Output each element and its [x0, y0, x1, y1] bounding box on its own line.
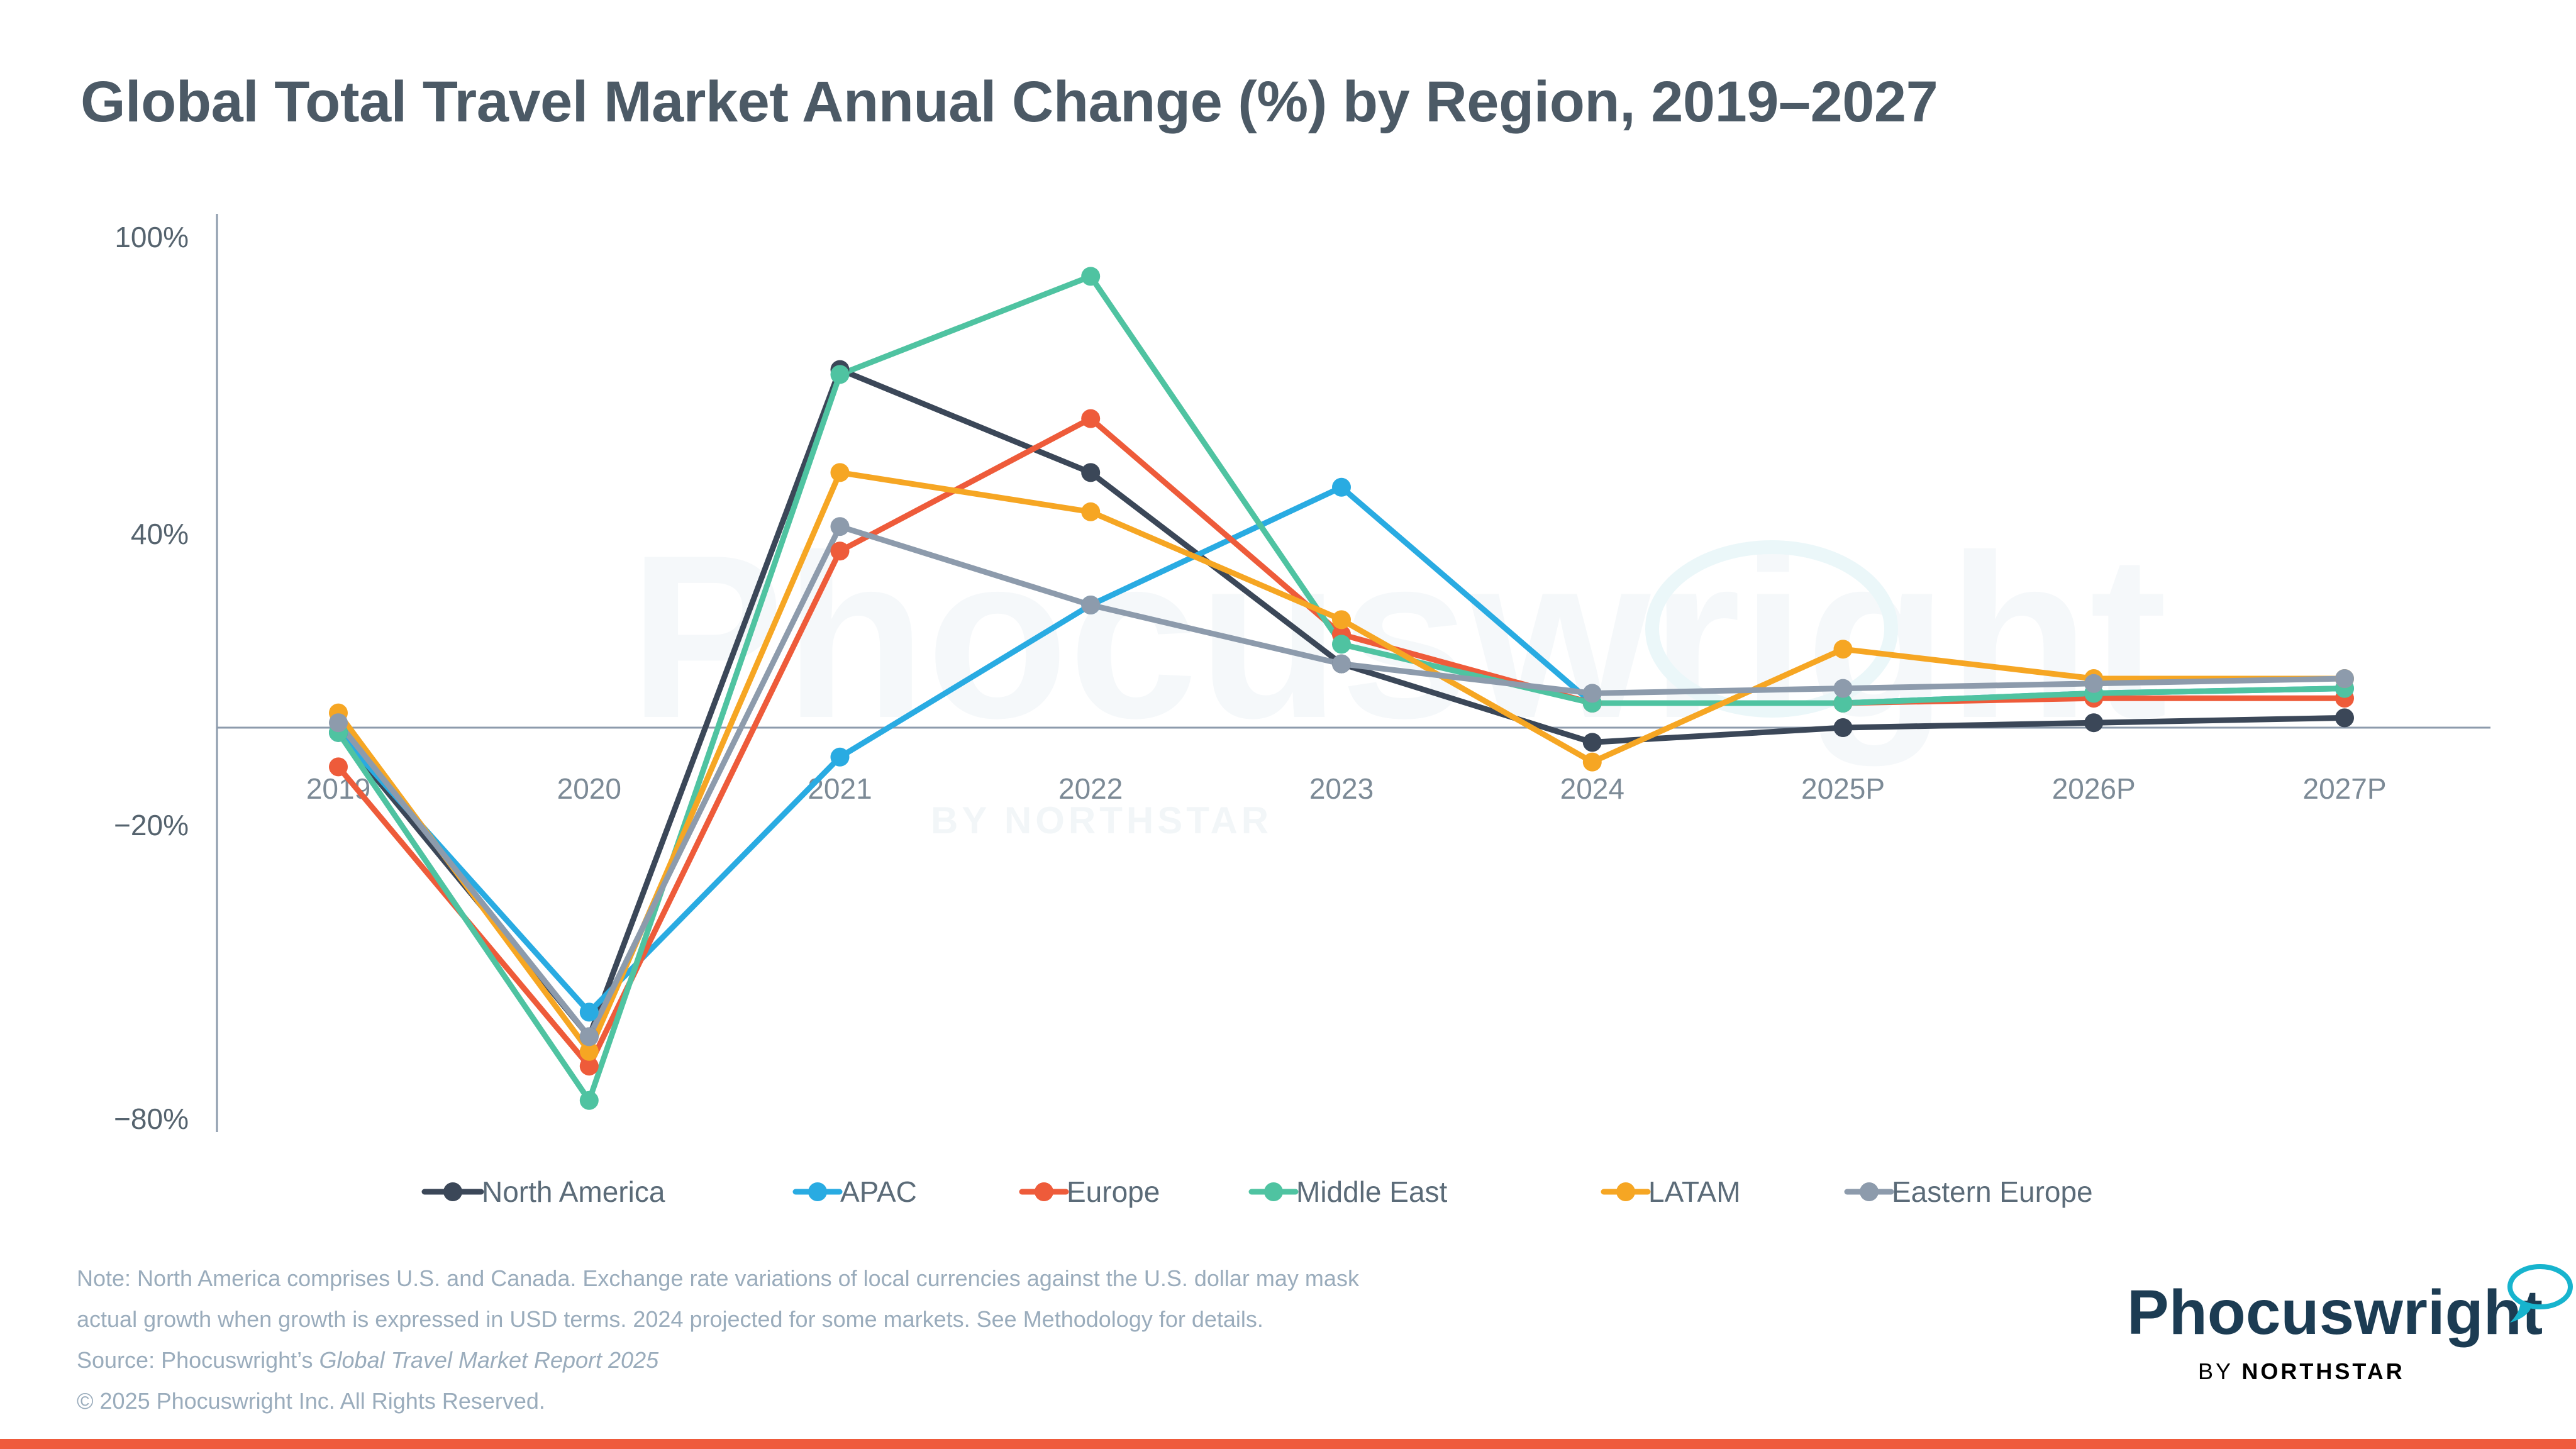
svg-text:2023: 2023: [1309, 772, 1374, 805]
svg-text:Middle East: Middle East: [1296, 1175, 1448, 1208]
svg-text:2019: 2019: [306, 772, 370, 805]
svg-text:LATAM: LATAM: [1648, 1175, 1741, 1208]
svg-text:BY NORTHSTAR: BY NORTHSTAR: [931, 799, 1272, 841]
svg-text:2022: 2022: [1058, 772, 1123, 805]
svg-text:Europe: Europe: [1067, 1175, 1160, 1208]
svg-text:Eastern Europe: Eastern Europe: [1892, 1175, 2093, 1208]
svg-text:−80%: −80%: [114, 1102, 189, 1135]
svg-text:100%: 100%: [114, 221, 189, 253]
svg-text:APAC: APAC: [840, 1175, 917, 1208]
svg-text:2020: 2020: [557, 772, 621, 805]
svg-text:2026P: 2026P: [2052, 772, 2136, 805]
svg-text:2024: 2024: [1560, 772, 1624, 805]
svg-text:40%: 40%: [131, 518, 189, 550]
svg-text:2027P: 2027P: [2302, 772, 2386, 805]
svg-text:Phocuswright: Phocuswright: [629, 507, 2167, 768]
svg-text:2025P: 2025P: [1801, 772, 1885, 805]
svg-text:−20%: −20%: [114, 809, 189, 841]
svg-text:North America: North America: [482, 1175, 665, 1208]
